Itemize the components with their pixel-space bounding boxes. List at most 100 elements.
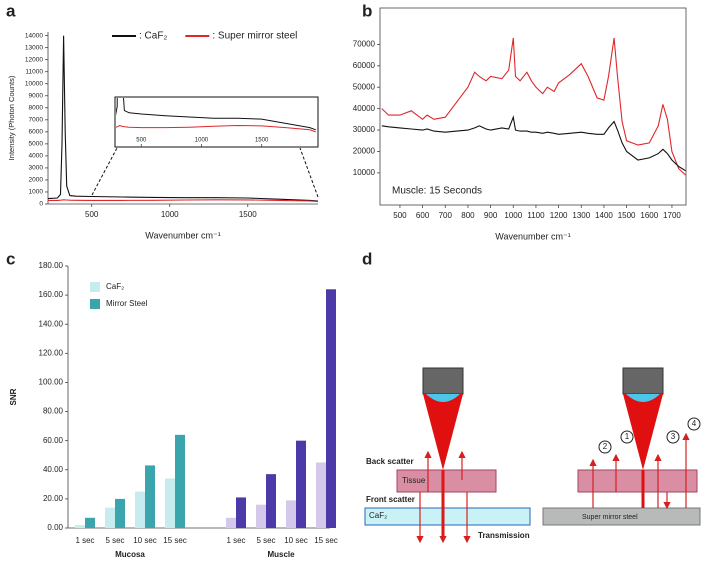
x-tick-label: 700 bbox=[439, 211, 453, 220]
x-tick-label: 1200 bbox=[550, 211, 568, 220]
lens bbox=[426, 394, 460, 402]
bar bbox=[165, 478, 175, 528]
bar bbox=[326, 289, 336, 528]
bar bbox=[296, 440, 306, 528]
y-tick-label: 11000 bbox=[25, 68, 43, 75]
y-tick-label: 7000 bbox=[29, 117, 44, 124]
y-tick-label: 180.00 bbox=[39, 261, 64, 270]
diagram: Back scatter Tissue Front scatter CaF₂ T… bbox=[364, 367, 701, 544]
y-tick-label: 3000 bbox=[29, 165, 44, 172]
y-tick-label: 70000 bbox=[353, 40, 376, 49]
x-tick-label: 10 sec bbox=[284, 536, 308, 545]
x-tick-label: 500 bbox=[393, 211, 407, 220]
x-axis-label: Wavenumber cm⁻¹ bbox=[145, 230, 220, 240]
laser-cone bbox=[623, 394, 663, 470]
lens bbox=[626, 394, 660, 402]
bar bbox=[145, 465, 155, 528]
y-tick-label: 1000 bbox=[29, 189, 44, 196]
label: Back scatter bbox=[366, 457, 414, 466]
label: Transmission bbox=[478, 531, 530, 540]
y-tick-label: 40000 bbox=[353, 104, 376, 113]
y-tick-label: 160.00 bbox=[39, 290, 64, 299]
x-tick-label: 1500 bbox=[239, 210, 257, 219]
x-tick-label: 10 sec bbox=[133, 536, 157, 545]
tissue bbox=[396, 469, 497, 493]
bar bbox=[75, 525, 85, 528]
plot-frame bbox=[379, 7, 687, 206]
legend-swatch bbox=[90, 282, 100, 292]
y-tick-label: 0 bbox=[39, 201, 43, 208]
y-tick-label: 100.00 bbox=[39, 378, 64, 387]
annotation: Muscle: 15 Seconds bbox=[392, 186, 482, 197]
caf2-window bbox=[364, 507, 531, 526]
bar bbox=[85, 517, 95, 528]
panel-label: c bbox=[6, 249, 15, 268]
zoom-line bbox=[91, 147, 118, 196]
y-tick-label: 13000 bbox=[25, 44, 43, 51]
panel-label: a bbox=[6, 1, 16, 20]
group-label: Muscle bbox=[267, 550, 295, 559]
x-tick-label: 5 sec bbox=[256, 536, 275, 545]
step: 3 bbox=[671, 432, 676, 441]
inset-tick-label: 500 bbox=[136, 138, 147, 144]
legend-label: CaF₂ bbox=[106, 282, 124, 291]
group-label: Mucosa bbox=[115, 550, 145, 559]
step: 1 bbox=[625, 432, 630, 441]
inset-frame bbox=[114, 96, 319, 148]
x-tick-label: 1300 bbox=[572, 211, 590, 220]
y-tick-label: 8000 bbox=[29, 104, 44, 111]
y-tick-label: 10000 bbox=[25, 80, 43, 87]
objective bbox=[622, 367, 664, 395]
y-tick-label: 6000 bbox=[29, 129, 44, 136]
bar bbox=[266, 474, 276, 528]
step: 2 bbox=[603, 442, 608, 451]
y-tick-label: 0.00 bbox=[47, 523, 63, 532]
x-tick-label: 500 bbox=[85, 210, 99, 219]
bar bbox=[175, 434, 185, 528]
x-tick-label: 1700 bbox=[663, 211, 681, 220]
y-axis-label: Intensity (Photon Counts) bbox=[7, 75, 16, 160]
bar bbox=[105, 507, 115, 528]
y-tick-label: 20000 bbox=[353, 147, 376, 156]
x-tick-label: 1000 bbox=[161, 210, 179, 219]
x-tick-label: 900 bbox=[484, 211, 498, 220]
legend-label: Mirror Steel bbox=[106, 299, 148, 308]
x-tick-label: 1000 bbox=[504, 211, 522, 220]
y-tick-label: 9000 bbox=[29, 92, 44, 99]
y-axis-label: SNR bbox=[9, 388, 18, 405]
y-tick-label: 140.00 bbox=[39, 319, 64, 328]
series-line bbox=[48, 199, 318, 203]
x-tick-label: 1100 bbox=[527, 211, 545, 220]
zoom-line bbox=[299, 147, 319, 198]
y-tick-label: 2000 bbox=[29, 177, 44, 184]
legend-label: : Super mirror steel bbox=[212, 31, 297, 42]
y-tick-label: 5000 bbox=[29, 141, 44, 148]
inset-tick-label: 1500 bbox=[255, 138, 269, 144]
y-tick-label: 30000 bbox=[353, 125, 376, 134]
objective bbox=[422, 367, 464, 395]
label: CaF₂ bbox=[369, 511, 387, 520]
y-tick-label: 14000 bbox=[25, 32, 43, 39]
legend-swatch bbox=[90, 299, 100, 309]
y-tick-label: 50000 bbox=[353, 82, 376, 91]
laser-cone bbox=[423, 394, 463, 470]
inset-tick-label: 1000 bbox=[195, 138, 209, 144]
x-tick-label: 1 sec bbox=[75, 536, 94, 545]
label: Front scatter bbox=[366, 495, 415, 504]
x-tick-label: 15 sec bbox=[163, 536, 187, 545]
bar bbox=[115, 498, 125, 528]
x-tick-label: 15 sec bbox=[314, 536, 338, 545]
y-tick-label: 60000 bbox=[353, 61, 376, 70]
y-tick-label: 60.00 bbox=[43, 436, 64, 445]
step-markers: 2 1 3 4 bbox=[598, 417, 701, 454]
bar bbox=[226, 517, 236, 528]
series-line bbox=[48, 35, 318, 202]
y-tick-label: 40.00 bbox=[43, 465, 64, 474]
y-tick-label: 80.00 bbox=[43, 407, 64, 416]
bar bbox=[236, 497, 246, 528]
x-tick-label: 1400 bbox=[595, 211, 613, 220]
bar bbox=[256, 504, 266, 528]
y-tick-label: 10000 bbox=[353, 168, 376, 177]
panel-label: b bbox=[362, 1, 372, 20]
bar bbox=[135, 491, 145, 528]
